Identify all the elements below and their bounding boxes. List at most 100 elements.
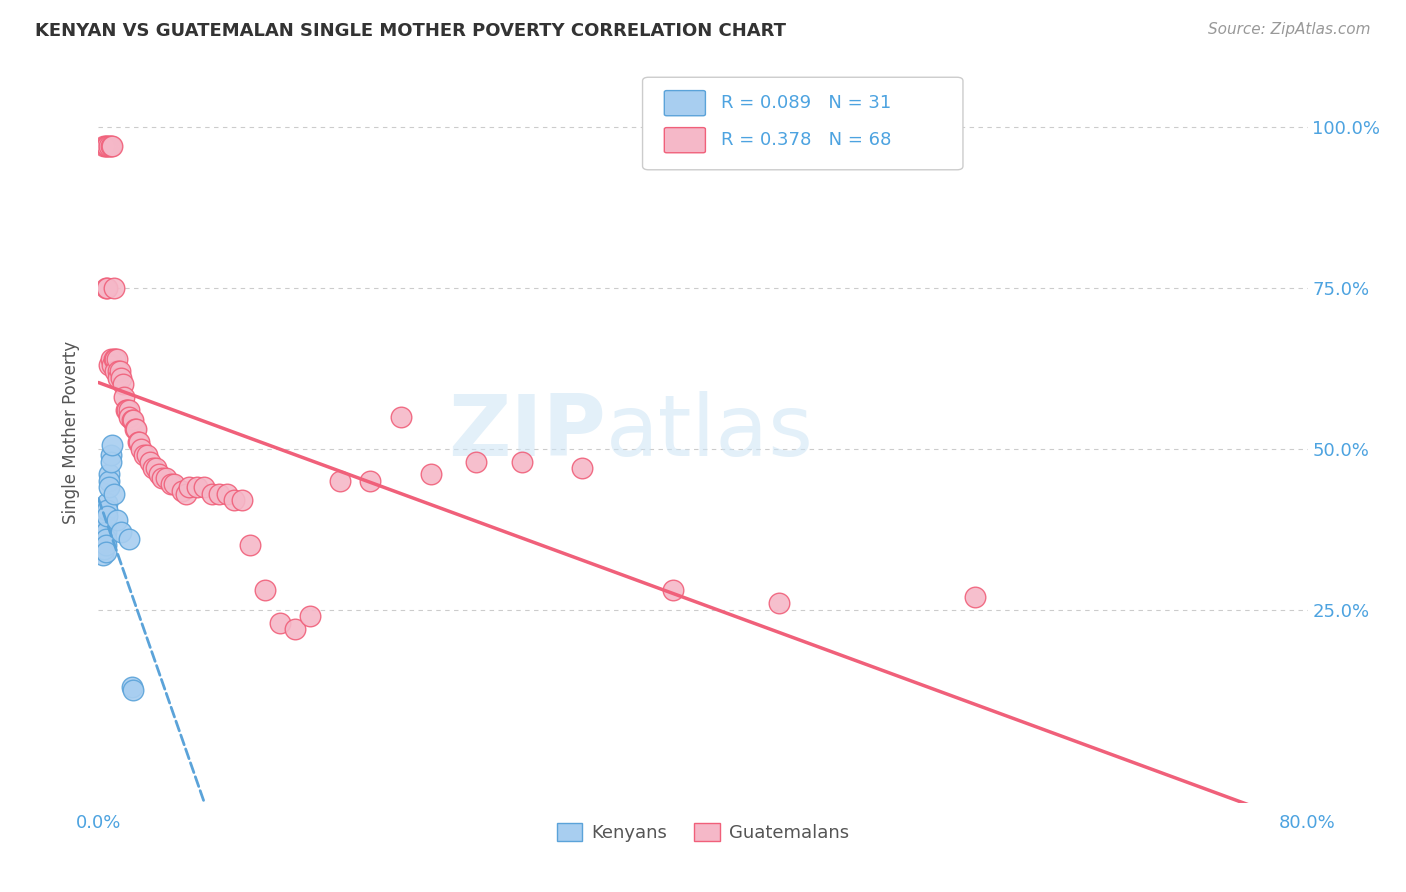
Point <box>253 583 276 598</box>
Point <box>94 139 117 153</box>
Point <box>112 390 135 404</box>
Point <box>100 454 122 468</box>
Point <box>128 435 150 450</box>
Point <box>179 480 201 494</box>
Point <box>142 461 165 475</box>
Point <box>104 364 127 378</box>
Point <box>208 487 231 501</box>
Point <box>127 435 149 450</box>
Point <box>360 474 382 488</box>
Point <box>132 448 155 462</box>
Point <box>103 351 125 366</box>
Point <box>90 538 112 552</box>
Point <box>91 541 114 556</box>
Point <box>186 480 208 494</box>
Point <box>121 413 143 427</box>
Point <box>174 487 197 501</box>
Point <box>139 454 162 468</box>
Point <box>93 528 115 542</box>
Point <box>98 467 121 482</box>
Point <box>121 680 143 694</box>
Point <box>91 522 114 536</box>
Point <box>201 487 224 501</box>
Point <box>90 532 112 546</box>
Point <box>96 139 118 153</box>
Point <box>93 139 115 153</box>
Point <box>96 503 118 517</box>
Point <box>510 454 533 468</box>
Point <box>231 493 253 508</box>
Point <box>110 371 132 385</box>
Point <box>150 471 173 485</box>
Point <box>118 532 141 546</box>
Point <box>103 487 125 501</box>
Point <box>100 448 122 462</box>
Point <box>96 496 118 510</box>
Point <box>93 535 115 549</box>
Point <box>115 403 138 417</box>
Point <box>101 438 124 452</box>
Point <box>129 442 152 456</box>
Point <box>135 448 157 462</box>
Point <box>768 596 790 610</box>
Point <box>101 358 124 372</box>
Point <box>108 364 131 378</box>
Point <box>114 403 136 417</box>
Point <box>93 522 115 536</box>
Point <box>101 139 124 153</box>
Point <box>124 422 146 436</box>
Point <box>125 422 148 436</box>
Point <box>465 454 488 468</box>
Point <box>239 538 262 552</box>
Point <box>98 480 121 494</box>
Point <box>98 358 121 372</box>
Text: KENYAN VS GUATEMALAN SINGLE MOTHER POVERTY CORRELATION CHART: KENYAN VS GUATEMALAN SINGLE MOTHER POVER… <box>35 22 786 40</box>
FancyBboxPatch shape <box>664 91 706 116</box>
Point <box>91 535 114 549</box>
Point <box>98 474 121 488</box>
Point <box>107 371 129 385</box>
Point <box>91 528 114 542</box>
Point <box>118 403 141 417</box>
Point <box>389 409 412 424</box>
Point <box>329 474 352 488</box>
Point <box>965 590 987 604</box>
Point <box>122 683 145 698</box>
Y-axis label: Single Mother Poverty: Single Mother Poverty <box>62 341 80 524</box>
Point <box>170 483 193 498</box>
Point <box>122 413 145 427</box>
Point <box>94 519 117 533</box>
Text: R = 0.378   N = 68: R = 0.378 N = 68 <box>721 131 891 149</box>
Point <box>98 139 121 153</box>
Point <box>148 467 170 482</box>
Point <box>215 487 238 501</box>
Point <box>96 509 118 524</box>
Point <box>100 351 122 366</box>
Point <box>193 480 215 494</box>
Point <box>105 512 128 526</box>
Point <box>160 477 183 491</box>
FancyBboxPatch shape <box>643 78 963 169</box>
Point <box>103 281 125 295</box>
Point <box>155 471 177 485</box>
Legend: Kenyans, Guatemalans: Kenyans, Guatemalans <box>550 815 856 849</box>
Point <box>145 461 167 475</box>
Point <box>107 364 129 378</box>
Point <box>299 609 322 624</box>
Text: Source: ZipAtlas.com: Source: ZipAtlas.com <box>1208 22 1371 37</box>
Point <box>100 139 122 153</box>
Point <box>96 281 118 295</box>
Point <box>94 538 117 552</box>
Text: atlas: atlas <box>606 391 814 475</box>
Point <box>284 622 307 636</box>
Point <box>118 409 141 424</box>
FancyBboxPatch shape <box>664 128 706 153</box>
Point <box>661 583 683 598</box>
Text: ZIP: ZIP <box>449 391 606 475</box>
Point <box>111 377 134 392</box>
Point <box>163 477 186 491</box>
Point <box>94 281 117 295</box>
Point <box>269 615 291 630</box>
Point <box>94 545 117 559</box>
Text: R = 0.089   N = 31: R = 0.089 N = 31 <box>721 95 891 112</box>
